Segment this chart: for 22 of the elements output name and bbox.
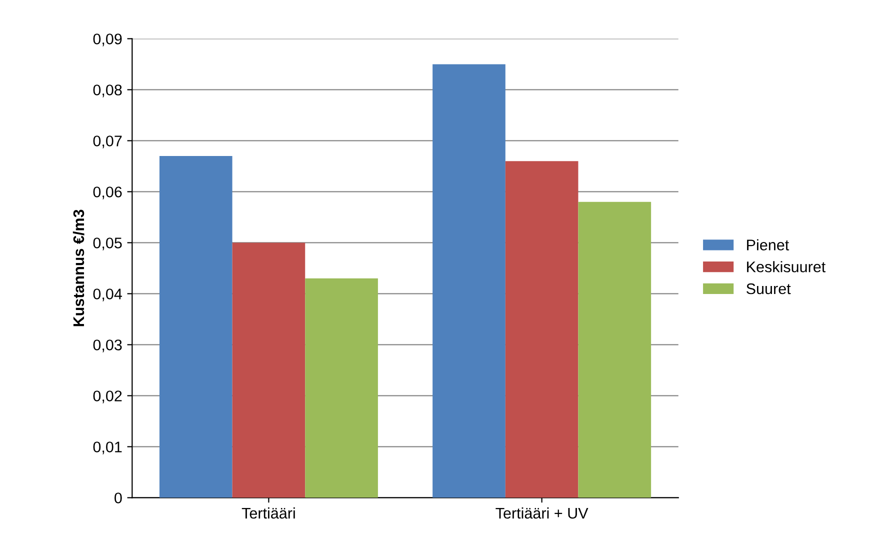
y-axis-title: Kustannus €/m3 bbox=[72, 210, 84, 326]
bar bbox=[159, 156, 232, 498]
legend-label: Suuret bbox=[746, 283, 791, 294]
y-tick-label: 0,01 bbox=[93, 442, 122, 454]
bar bbox=[578, 202, 652, 498]
bar bbox=[432, 64, 506, 498]
y-tick-label: 0 bbox=[114, 492, 122, 504]
y-tick-label: 0,07 bbox=[93, 136, 122, 148]
y-tick-label: 0,02 bbox=[93, 390, 122, 404]
y-tick-label: 0,06 bbox=[93, 186, 122, 200]
x-tick-label: Tertiääri bbox=[242, 507, 295, 519]
y-tick-label: 0,05 bbox=[93, 238, 122, 250]
bar bbox=[505, 161, 578, 498]
legend-label: Keskisuuret bbox=[747, 261, 826, 272]
x-tick-label: Tertiääri + UV bbox=[496, 507, 588, 519]
bar bbox=[305, 278, 378, 498]
y-tick-label: 0,09 bbox=[93, 34, 122, 46]
legend-label: Pienet bbox=[747, 239, 790, 250]
y-tick-label: 0,03 bbox=[93, 340, 122, 352]
y-tick-label: 0,04 bbox=[93, 288, 122, 302]
y-tick-label: 0,08 bbox=[93, 84, 122, 98]
bar bbox=[232, 242, 306, 498]
